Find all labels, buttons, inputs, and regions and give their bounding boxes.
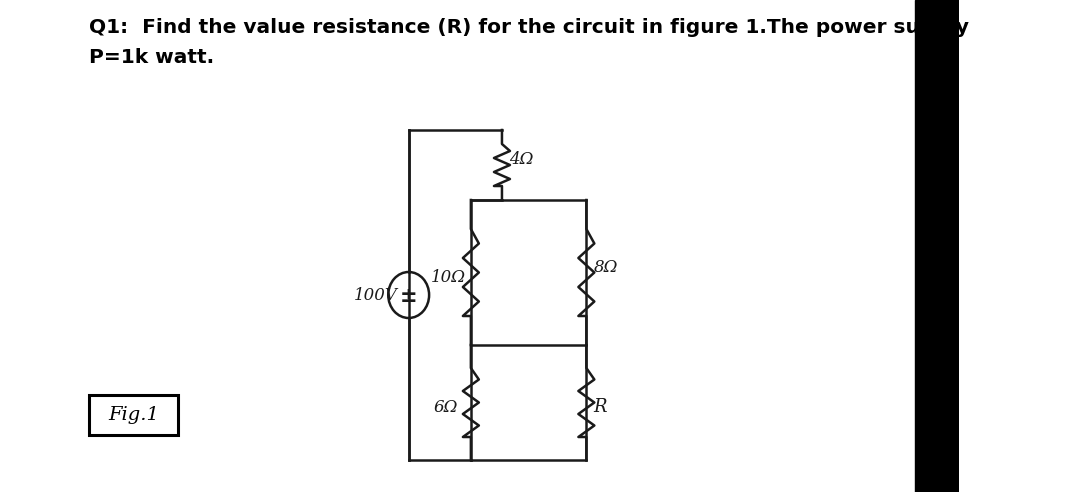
Text: Fig.1: Fig.1 xyxy=(108,406,159,424)
Bar xyxy=(89,395,178,435)
Text: 8Ω: 8Ω xyxy=(594,259,618,276)
Text: R: R xyxy=(594,399,607,417)
Text: 6Ω: 6Ω xyxy=(433,399,458,416)
Text: ±: ± xyxy=(400,286,418,306)
Text: P=1k watt.: P=1k watt. xyxy=(89,48,214,67)
Bar xyxy=(915,0,959,492)
Text: 10Ω: 10Ω xyxy=(431,269,465,286)
Text: 100V: 100V xyxy=(354,286,399,304)
Text: Q1:  Find the value resistance (R) for the circuit in figure 1.The power supply: Q1: Find the value resistance (R) for th… xyxy=(89,18,969,37)
Text: 4Ω: 4Ω xyxy=(509,152,534,168)
